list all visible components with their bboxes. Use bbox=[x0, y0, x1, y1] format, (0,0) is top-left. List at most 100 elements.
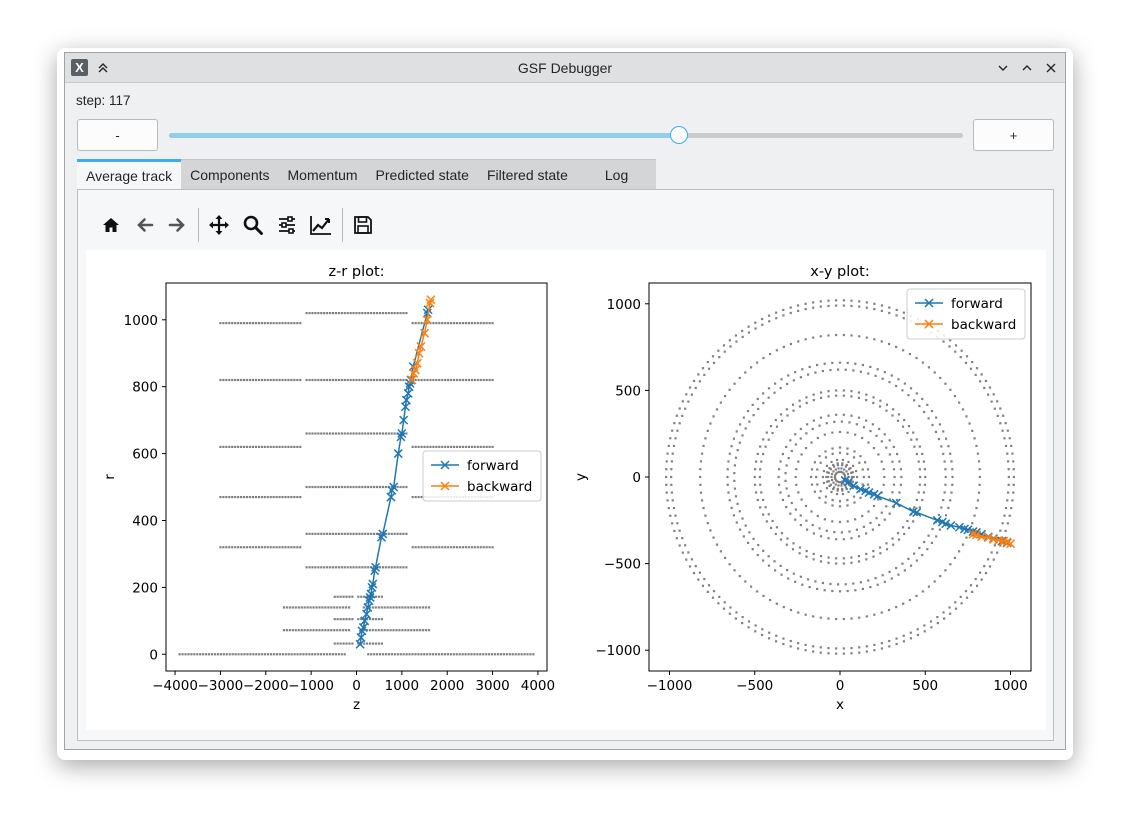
hit-point bbox=[234, 546, 237, 549]
hit-point bbox=[473, 445, 476, 448]
hit-point bbox=[780, 378, 783, 381]
hit-point bbox=[366, 642, 369, 645]
double-chevron-up-icon[interactable] bbox=[93, 58, 113, 78]
increment-button[interactable]: + bbox=[973, 119, 1054, 151]
hit-point bbox=[850, 537, 853, 540]
hit-point bbox=[441, 378, 444, 382]
tab-log[interactable]: Log bbox=[576, 159, 657, 189]
tab-filtered-state[interactable]: Filtered state bbox=[477, 159, 577, 189]
point-forward bbox=[396, 432, 406, 442]
hit-point bbox=[944, 514, 948, 517]
configure-icon[interactable] bbox=[274, 212, 300, 238]
hit-point bbox=[375, 432, 379, 435]
hit-point bbox=[337, 432, 340, 435]
hit-point bbox=[712, 361, 716, 364]
hit-point bbox=[470, 322, 473, 325]
tab-components[interactable]: Components bbox=[181, 159, 279, 189]
hit-point bbox=[281, 322, 284, 325]
chevron-down-icon[interactable] bbox=[993, 58, 1013, 78]
pan-icon[interactable] bbox=[206, 212, 232, 238]
step-slider[interactable] bbox=[169, 133, 963, 138]
hit-point bbox=[485, 378, 488, 382]
tab-predicted-state[interactable]: Predicted state bbox=[366, 159, 478, 189]
hit-point bbox=[940, 506, 943, 509]
hit-point bbox=[854, 589, 857, 592]
hit-point bbox=[225, 378, 228, 382]
hit-point bbox=[419, 606, 422, 609]
hit-point bbox=[927, 585, 930, 588]
hit-point bbox=[275, 445, 278, 448]
hit-point bbox=[417, 322, 420, 325]
hit-point bbox=[872, 549, 875, 553]
hit-point bbox=[470, 445, 473, 448]
hit-point bbox=[349, 566, 352, 569]
point-forward bbox=[389, 482, 399, 492]
x-app-icon[interactable]: X bbox=[71, 59, 88, 76]
save-icon[interactable] bbox=[350, 212, 376, 238]
hit-point bbox=[747, 331, 751, 334]
hit-point bbox=[901, 425, 905, 428]
hit-point bbox=[441, 445, 444, 448]
forward-icon[interactable] bbox=[164, 212, 190, 238]
edit-curve-icon[interactable] bbox=[308, 212, 334, 238]
title-bar[interactable]: X GSF Debugger bbox=[65, 53, 1065, 83]
hit-point bbox=[467, 546, 471, 549]
tab-average-track[interactable]: Average track bbox=[77, 159, 182, 189]
hit-point bbox=[782, 605, 785, 609]
hit-point bbox=[943, 460, 946, 463]
hit-point bbox=[775, 526, 779, 529]
hit-point bbox=[942, 340, 945, 343]
hit-point bbox=[846, 431, 849, 434]
hit-point bbox=[795, 468, 798, 471]
hit-point bbox=[387, 653, 391, 656]
tab-momentum[interactable]: Momentum bbox=[278, 159, 367, 189]
plot-area bbox=[178, 295, 535, 656]
x-tick-label: 3000 bbox=[475, 678, 509, 694]
slider-handle[interactable] bbox=[669, 126, 688, 144]
hit-point bbox=[741, 615, 744, 619]
hit-point bbox=[950, 460, 953, 463]
back-icon[interactable] bbox=[132, 212, 158, 238]
hit-point bbox=[1008, 514, 1011, 517]
home-icon[interactable] bbox=[98, 212, 124, 238]
hit-point bbox=[782, 314, 785, 317]
hit-point bbox=[900, 475, 903, 479]
y-tick-label: 1000 bbox=[124, 313, 158, 329]
hit-point bbox=[399, 378, 402, 382]
hit-point bbox=[364, 485, 367, 489]
hit-point bbox=[308, 485, 311, 489]
decrement-button[interactable]: - bbox=[77, 119, 158, 151]
hit-point bbox=[240, 378, 243, 382]
app-window: X GSF Debugger step: 117 - + Average tra… bbox=[64, 52, 1066, 750]
hit-point bbox=[482, 445, 485, 448]
legend-marker-backward bbox=[440, 481, 450, 491]
hit-point bbox=[294, 629, 297, 632]
hit-point bbox=[842, 647, 845, 650]
zoom-icon[interactable] bbox=[240, 212, 266, 238]
hit-point bbox=[835, 389, 838, 392]
hit-point bbox=[846, 520, 849, 523]
legend-box bbox=[906, 288, 1026, 340]
hit-point bbox=[343, 432, 346, 435]
hit-point bbox=[973, 437, 976, 440]
chevron-up-icon[interactable] bbox=[1017, 58, 1037, 78]
hit-point bbox=[1003, 514, 1006, 517]
hit-point bbox=[912, 399, 916, 402]
hit-point bbox=[455, 653, 458, 656]
hit-point bbox=[823, 433, 826, 436]
hit-point bbox=[760, 460, 763, 463]
hit-point bbox=[505, 653, 508, 656]
hit-point bbox=[225, 445, 228, 448]
hit-point bbox=[414, 495, 417, 499]
hit-point bbox=[254, 546, 258, 549]
close-icon[interactable] bbox=[1041, 58, 1061, 78]
hit-point bbox=[666, 499, 669, 502]
hit-point bbox=[251, 322, 255, 325]
hit-point bbox=[834, 468, 837, 471]
hit-point bbox=[437, 653, 441, 656]
hit-point bbox=[672, 506, 676, 510]
hit-point bbox=[343, 485, 346, 489]
hit-point bbox=[859, 455, 862, 458]
hit-point bbox=[797, 611, 800, 614]
hit-point bbox=[974, 577, 977, 581]
